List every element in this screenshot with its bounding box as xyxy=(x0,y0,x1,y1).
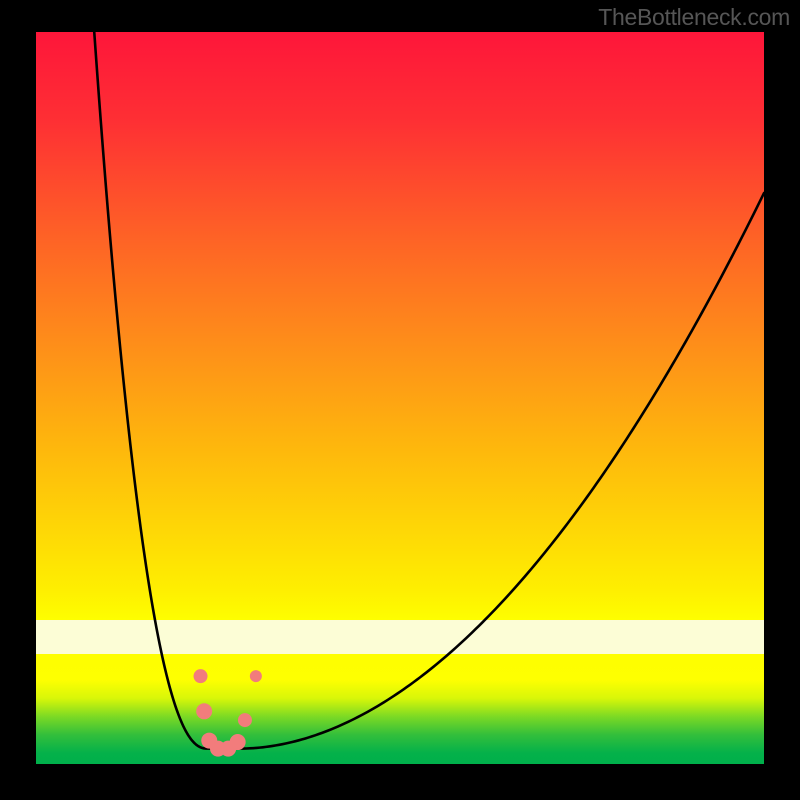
valley-marker xyxy=(196,703,212,719)
chart-svg xyxy=(0,0,800,800)
watermark-text: TheBottleneck.com xyxy=(598,4,790,31)
valley-marker xyxy=(250,670,262,682)
plot-background xyxy=(36,32,764,764)
valley-marker xyxy=(230,734,246,750)
valley-marker xyxy=(238,713,252,727)
valley-marker xyxy=(194,669,208,683)
